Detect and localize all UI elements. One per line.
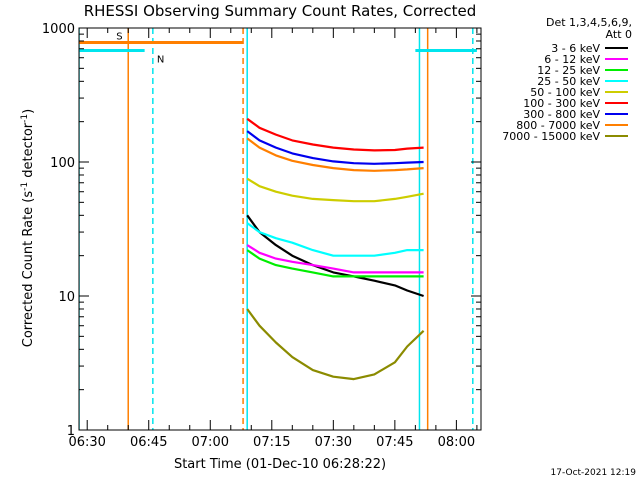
y-axis-label-mid: detector	[21, 122, 36, 182]
axes-layer: 1 10 100 1000 06:30 06:45 07:00 07:15 07:30 07:45…	[42, 22, 482, 450]
series-line-1	[246, 244, 424, 274]
y-tick-label: 10	[58, 290, 75, 305]
legend-label-0: 3 - 6 keV	[551, 42, 600, 55]
legend-header-line1: Det 1,3,4,5,6,9,	[546, 16, 632, 29]
legend-label-2: 12 - 25 keV	[537, 64, 600, 77]
x-tick-label: 07:00	[192, 435, 229, 450]
y-tick-label: 1000	[42, 22, 75, 37]
plot-layer: SN	[79, 28, 477, 430]
y-axis-label-main: Corrected Count Rate (s	[21, 191, 36, 348]
legend-label-8: 7000 - 15000 keV	[502, 130, 600, 143]
timestamp: 17-Oct-2021 12:19	[551, 468, 637, 478]
flag-label-0: S	[116, 31, 122, 42]
series-line-6	[246, 130, 424, 165]
x-tick-label: 08:00	[438, 435, 475, 450]
legend-label-7: 800 - 7000 keV	[516, 119, 600, 132]
series-line-8	[246, 308, 425, 381]
x-tick-label: 07:45	[376, 435, 413, 450]
plot-frame	[78, 27, 482, 431]
y-axis-label-sup1: -1	[20, 182, 30, 191]
legend-header-line2: Att 0	[606, 28, 632, 41]
y-axis-label-end: )	[21, 109, 36, 114]
legend-label-6: 300 - 800 keV	[523, 108, 600, 121]
svg-text:Corrected Count Rate (s-1 dete: Corrected Count Rate (s-1 detector-1)	[20, 109, 36, 347]
x-tick-label: 07:15	[253, 435, 290, 450]
flag-label-1: N	[157, 54, 164, 65]
series-line-7	[246, 137, 424, 172]
y-axis-label-sup2: -1	[20, 114, 30, 123]
y-axis-label: Corrected Count Rate (s-1 detector-1)	[20, 109, 36, 347]
series-line-3	[246, 222, 424, 257]
legend-label-3: 25 - 50 keV	[537, 75, 600, 88]
plot-inner: SN	[79, 28, 477, 430]
series-line-4	[246, 177, 424, 203]
x-tick-label: 06:45	[130, 435, 167, 450]
legend-label-5: 100 - 300 keV	[523, 97, 600, 110]
y-tick-label: 1	[67, 424, 75, 439]
x-axis-label: Start Time (01-Dec-10 06:28:22)	[174, 457, 386, 472]
x-tick-label: 07:30	[315, 435, 352, 450]
series-line-2	[246, 249, 424, 278]
y-tick-label: 100	[50, 156, 75, 171]
legend-label-1: 6 - 12 keV	[544, 53, 600, 66]
x-tick-label: 06:30	[68, 435, 105, 450]
chart-title: RHESSI Observing Summary Count Rates, Co…	[84, 2, 477, 20]
series-line-0	[246, 214, 424, 298]
series-line-5	[246, 117, 424, 152]
legend-label-4: 50 - 100 keV	[530, 86, 600, 99]
